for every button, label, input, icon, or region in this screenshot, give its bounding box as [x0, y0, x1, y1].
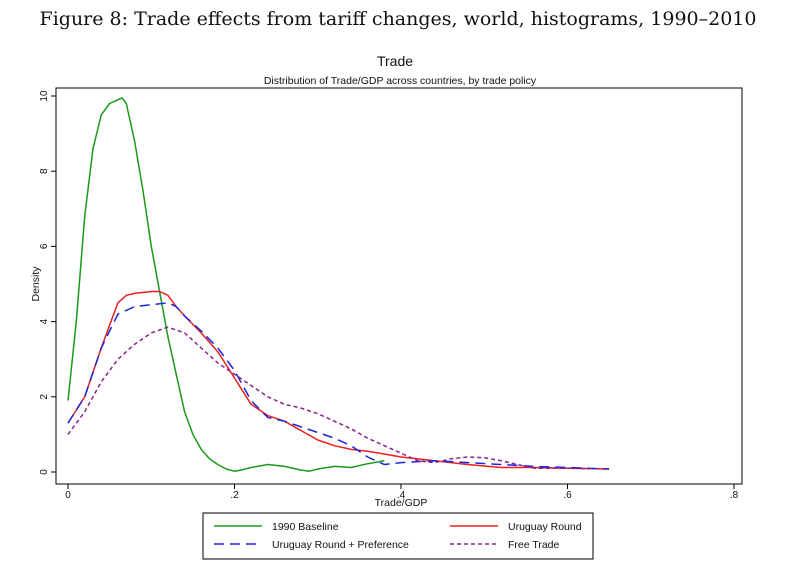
x-axis-label: Trade/GDP: [375, 497, 428, 509]
y-axis-label: Density: [30, 266, 42, 302]
legend-label-3: Uruguay Round + Preference: [272, 539, 409, 551]
legend-box: [202, 512, 594, 560]
series-layer: [67, 97, 610, 472]
y-tick-label: 2: [39, 394, 50, 400]
x-tick-label: 0: [65, 490, 71, 501]
y-tick-label: 8: [39, 168, 50, 174]
series-line-1: [67, 97, 385, 472]
y-tick-label: 0: [39, 469, 50, 475]
x-tick-label: .2: [230, 490, 239, 501]
legend-label-1: 1990 Baseline: [272, 521, 339, 533]
chart-title: Trade: [377, 53, 413, 69]
figure-caption: Figure 8: Trade effects from tariff chan…: [39, 8, 757, 30]
chart-subtitle: Distribution of Trade/GDP across countri…: [264, 75, 537, 87]
series-line-2: [67, 290, 610, 470]
legend-label-4: Free Trade: [508, 539, 560, 551]
legend-label-2: Uruguay Round: [508, 521, 582, 533]
legend: 1990 Baseline Uruguay Round Uruguay Round …: [202, 512, 594, 560]
x-tick-label: .4: [397, 490, 406, 501]
y-tick-label: 6: [39, 243, 50, 249]
y-tick-label: 4: [39, 318, 50, 324]
axes-layer: 0 .2 .4 .6 .8 0 2 4 6 8 10: [39, 90, 739, 501]
y-tick-label: 10: [39, 90, 50, 102]
series-line-3: [67, 302, 610, 470]
series-line-4: [67, 326, 610, 470]
x-tick-label: .8: [730, 490, 739, 501]
plot-area: [55, 87, 743, 485]
x-tick-label: .6: [563, 490, 572, 501]
